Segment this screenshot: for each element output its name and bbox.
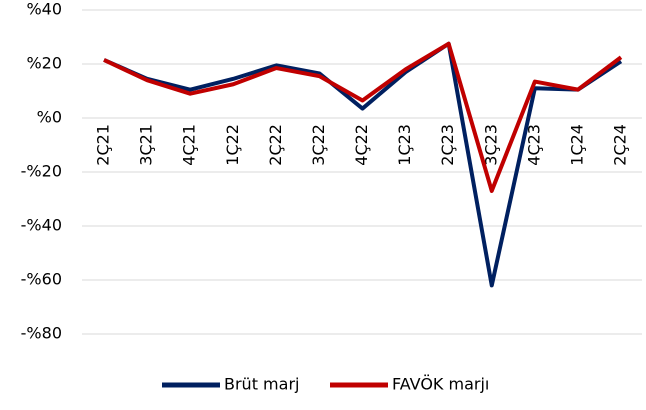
legend-label: FAVÖK marjı xyxy=(392,375,489,394)
y-tick-label: %20 xyxy=(26,54,62,73)
x-tick-label: 1Ç24 xyxy=(567,124,586,166)
x-tick-label: 1Ç23 xyxy=(395,124,414,166)
x-tick-label: 4Ç23 xyxy=(524,124,543,166)
y-tick-label: -%80 xyxy=(21,324,62,343)
x-tick-label: 3Ç22 xyxy=(309,124,328,166)
x-tick-label: 3Ç21 xyxy=(137,124,156,166)
legend-label: Brüt marj xyxy=(224,375,299,394)
x-tick-label: 3Ç23 xyxy=(481,124,500,166)
y-tick-label: %0 xyxy=(37,108,62,127)
x-tick-label: 4Ç21 xyxy=(180,124,199,166)
y-tick-label: -%60 xyxy=(21,270,62,289)
x-tick-label: 1Ç22 xyxy=(223,124,242,166)
y-tick-label: -%40 xyxy=(21,216,62,235)
x-tick-label: 2Ç24 xyxy=(611,124,630,166)
x-tick-label: 4Ç22 xyxy=(352,124,371,166)
series-line xyxy=(103,41,623,288)
x-tick-label: 2Ç21 xyxy=(94,124,113,166)
series-line xyxy=(103,41,623,193)
y-tick-label: %40 xyxy=(26,0,62,19)
x-tick-label: 2Ç22 xyxy=(266,124,285,166)
y-tick-label: -%20 xyxy=(21,162,62,181)
x-tick-label: 2Ç23 xyxy=(438,124,457,166)
